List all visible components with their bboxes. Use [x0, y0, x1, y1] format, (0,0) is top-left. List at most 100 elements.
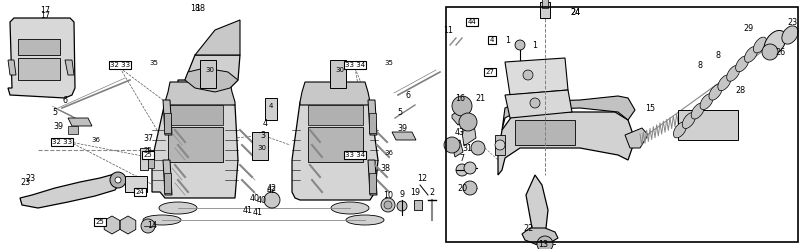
Ellipse shape	[346, 215, 384, 225]
Bar	[200, 60, 216, 88]
Bar	[414, 200, 422, 210]
Text: 19: 19	[410, 187, 420, 196]
Circle shape	[384, 201, 392, 209]
Circle shape	[464, 162, 476, 174]
Text: 24: 24	[570, 7, 580, 16]
Text: 42: 42	[267, 186, 277, 194]
Polygon shape	[68, 118, 92, 126]
Ellipse shape	[736, 56, 749, 72]
Circle shape	[397, 201, 407, 211]
Polygon shape	[452, 108, 465, 125]
Text: 32 33: 32 33	[110, 62, 130, 68]
Polygon shape	[185, 68, 238, 92]
Polygon shape	[65, 60, 74, 75]
Polygon shape	[368, 160, 377, 195]
Ellipse shape	[331, 202, 369, 214]
Polygon shape	[152, 102, 238, 198]
Text: 17: 17	[40, 10, 50, 19]
Text: 25: 25	[144, 147, 152, 153]
Text: 36: 36	[91, 137, 101, 143]
Text: 9: 9	[399, 189, 405, 198]
Bar	[148, 150, 154, 168]
Polygon shape	[505, 58, 568, 95]
Polygon shape	[505, 90, 572, 118]
Polygon shape	[452, 140, 463, 157]
Text: 25: 25	[96, 219, 104, 225]
Text: 3: 3	[261, 130, 266, 139]
Text: 24: 24	[136, 189, 144, 195]
Text: 24: 24	[570, 7, 580, 16]
Text: 1: 1	[506, 36, 510, 45]
Text: 30: 30	[206, 67, 214, 73]
Text: 2: 2	[430, 187, 434, 196]
Text: 14: 14	[147, 221, 157, 230]
Ellipse shape	[718, 75, 731, 91]
Ellipse shape	[143, 215, 181, 225]
Text: 38: 38	[380, 164, 390, 173]
Text: 26: 26	[775, 48, 785, 57]
Polygon shape	[625, 128, 648, 148]
Bar	[168, 127, 223, 162]
Bar	[164, 173, 171, 193]
Text: 11: 11	[443, 25, 453, 35]
Polygon shape	[495, 135, 505, 155]
Bar	[18, 58, 60, 80]
Text: 23: 23	[25, 174, 35, 183]
Text: 5: 5	[53, 108, 58, 117]
Polygon shape	[300, 82, 370, 105]
Ellipse shape	[754, 37, 766, 53]
Polygon shape	[462, 124, 476, 146]
Polygon shape	[163, 160, 172, 195]
Text: 30: 30	[335, 67, 345, 73]
Ellipse shape	[159, 202, 197, 214]
Text: 33 34: 33 34	[345, 152, 365, 158]
Text: 18: 18	[190, 3, 200, 12]
Text: 23: 23	[20, 178, 30, 187]
Text: 41: 41	[253, 207, 263, 216]
Polygon shape	[68, 126, 78, 134]
Ellipse shape	[764, 30, 786, 56]
Text: 39: 39	[53, 122, 63, 130]
Ellipse shape	[691, 103, 704, 119]
Text: 35: 35	[385, 60, 394, 66]
Text: 31: 31	[462, 143, 472, 152]
Bar	[446, 7, 798, 242]
Text: 30: 30	[258, 145, 266, 151]
Text: 12: 12	[417, 174, 427, 183]
Text: 23: 23	[787, 17, 797, 26]
Polygon shape	[120, 216, 136, 234]
Bar	[515, 120, 575, 145]
Bar	[678, 110, 738, 140]
Bar	[164, 113, 171, 133]
Polygon shape	[195, 20, 240, 55]
Text: 10: 10	[383, 190, 393, 199]
Bar	[252, 132, 268, 160]
Bar	[168, 105, 223, 125]
Text: 4: 4	[262, 119, 267, 127]
Polygon shape	[392, 132, 416, 140]
Ellipse shape	[674, 122, 686, 138]
Text: 8: 8	[715, 51, 721, 60]
Ellipse shape	[782, 26, 798, 44]
Polygon shape	[368, 100, 377, 135]
Polygon shape	[522, 228, 558, 244]
Circle shape	[495, 140, 505, 150]
Polygon shape	[165, 82, 235, 105]
Circle shape	[523, 70, 533, 80]
Bar	[369, 173, 376, 193]
Text: 21: 21	[475, 94, 485, 103]
Bar	[308, 105, 363, 125]
Text: 18: 18	[195, 3, 205, 12]
Text: 5: 5	[398, 108, 402, 117]
Bar	[540, 2, 550, 18]
Text: 32 33: 32 33	[52, 139, 72, 145]
Polygon shape	[526, 175, 548, 235]
Circle shape	[381, 198, 395, 212]
Circle shape	[110, 172, 126, 188]
Text: 7: 7	[459, 153, 465, 163]
Circle shape	[141, 219, 155, 233]
Text: 16: 16	[455, 94, 465, 103]
Text: 39: 39	[397, 124, 407, 132]
Text: 43: 43	[455, 127, 465, 136]
Bar	[542, 0, 548, 8]
